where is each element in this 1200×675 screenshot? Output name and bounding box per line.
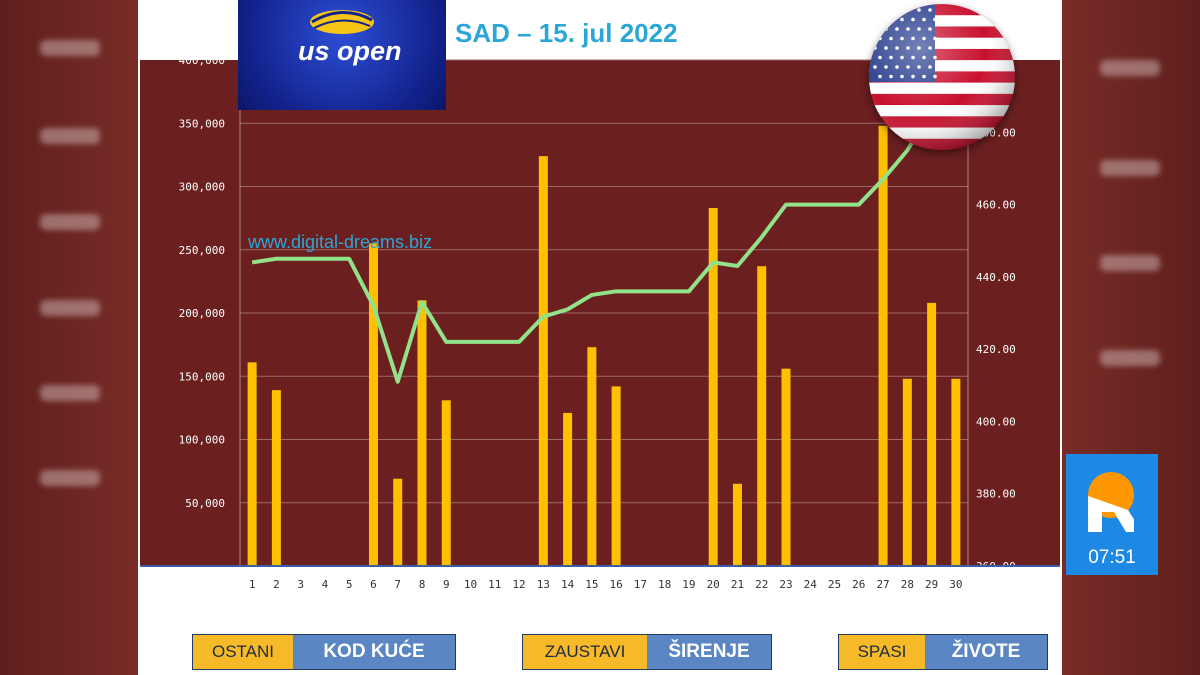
bar (902, 378, 912, 566)
blur-label (40, 40, 100, 56)
x-tick-label: 23 (779, 578, 792, 591)
x-tick-label: 16 (610, 578, 623, 591)
y-tick-label-left: 200,000 (179, 307, 225, 320)
y-axis-right: 360.00380.00400.00420.00440.00460.00480.… (976, 126, 1016, 573)
blur-label (1100, 60, 1160, 76)
button-label-right: KOD KUĆE (293, 635, 455, 669)
y-tick-label-left: 250,000 (179, 244, 225, 257)
blur-label (40, 385, 100, 401)
x-tick-label: 18 (658, 578, 671, 591)
blur-label (40, 300, 100, 316)
x-tick-label: 30 (949, 578, 962, 591)
x-tick-label: 4 (322, 578, 329, 591)
bar (417, 300, 427, 566)
blur-label (40, 470, 100, 486)
button-label-left: ZAUSTAVI (523, 635, 647, 669)
bar (368, 243, 378, 567)
bar (708, 208, 718, 566)
y-tick-label-right: 440.00 (976, 271, 1016, 284)
logo-text: us open (298, 36, 402, 66)
us-open-logo: us open (238, 0, 446, 110)
x-tick-label: 22 (755, 578, 768, 591)
bar (271, 390, 281, 566)
x-tick-label: 12 (512, 578, 525, 591)
y-tick-label-left: 100,000 (179, 434, 225, 447)
button-stay-home[interactable]: OSTANI KOD KUĆE (192, 634, 456, 670)
blur-label (40, 128, 100, 144)
x-tick-label: 10 (464, 578, 477, 591)
blur-label (1100, 350, 1160, 366)
x-axis: 1 2 3 4 5 6 7 8 9 10 11 12 13 14 15 16 17 18 19 20 21 22 23 24 2… (140, 565, 1060, 591)
x-tick-label: 7 (394, 578, 401, 591)
y-tick-label-right: 400.00 (976, 415, 1016, 428)
x-tick-label: 17 (634, 578, 647, 591)
button-label-right: ŠIRENJE (647, 635, 771, 669)
tennis-ball-icon (310, 10, 374, 34)
bar (951, 378, 961, 566)
button-stop-spread[interactable]: ZAUSTAVI ŠIRENJE (522, 634, 772, 670)
x-tick-label: 8 (419, 578, 426, 591)
y-tick-label-right: 420.00 (976, 343, 1016, 356)
bar (757, 266, 767, 566)
bar (393, 478, 403, 566)
y-axis-left: 50,000 100,000 150,000 200,000 250,000 300,00… (179, 54, 225, 510)
y-tick-label-left: 50,000 (185, 497, 225, 510)
y-tick-label-left: 350,000 (179, 117, 225, 130)
button-label-left: SPASI (839, 635, 925, 669)
y-tick-label-left: 150,000 (179, 370, 225, 383)
y-tick-label-left: 300,000 (179, 181, 225, 194)
x-tick-label: 20 (707, 578, 720, 591)
x-tick-label: 28 (901, 578, 914, 591)
x-tick-label: 25 (828, 578, 841, 591)
x-tick-label: 27 (876, 578, 889, 591)
bar (247, 362, 257, 566)
button-label-right: ŽIVOTE (925, 635, 1047, 669)
x-tick-label: 5 (346, 578, 353, 591)
x-tick-label: 19 (682, 578, 695, 591)
bar (611, 386, 621, 566)
bar (781, 368, 791, 566)
x-tick-label: 21 (731, 578, 744, 591)
x-tick-label: 24 (804, 578, 818, 591)
r-logo-icon (1088, 496, 1134, 532)
blur-label (1100, 160, 1160, 176)
x-tick-label: 2 (273, 578, 280, 591)
x-tick-label: 26 (852, 578, 865, 591)
y-tick-label-left: 400,000 (179, 54, 225, 67)
x-tick-label: 6 (370, 578, 377, 591)
x-tick-label: 3 (297, 578, 304, 591)
blur-label (1100, 255, 1160, 271)
bar-series (247, 125, 961, 567)
x-tick-label: 29 (925, 578, 938, 591)
x-tick-label: 1 (249, 578, 256, 591)
bar (927, 302, 937, 566)
page-title: SAD – 15. jul 2022 (455, 18, 678, 48)
watermark-url: www.digital-dreams.biz (248, 232, 433, 252)
button-save-lives[interactable]: SPASI ŽIVOTE (838, 634, 1048, 670)
clock-time: 07:51 (1088, 547, 1136, 568)
bar (538, 156, 548, 566)
y-tick-label-right: 460.00 (976, 199, 1016, 212)
bar (563, 412, 573, 566)
button-label-left: OSTANI (193, 635, 293, 669)
x-tick-label: 14 (561, 578, 575, 591)
usa-flag-icon (869, 4, 1015, 150)
background-left (0, 0, 140, 675)
channel-badge: 07:51 (1066, 454, 1158, 575)
y-tick-label-right: 380.00 (976, 488, 1016, 501)
bar (732, 483, 742, 566)
bar (441, 400, 451, 566)
x-tick-label: 11 (488, 578, 501, 591)
x-tick-label: 13 (537, 578, 550, 591)
line-series (251, 105, 957, 384)
x-tick-label: 15 (585, 578, 598, 591)
blur-label (40, 214, 100, 230)
bar (878, 125, 888, 566)
bar (587, 347, 597, 566)
x-tick-label: 9 (443, 578, 450, 591)
